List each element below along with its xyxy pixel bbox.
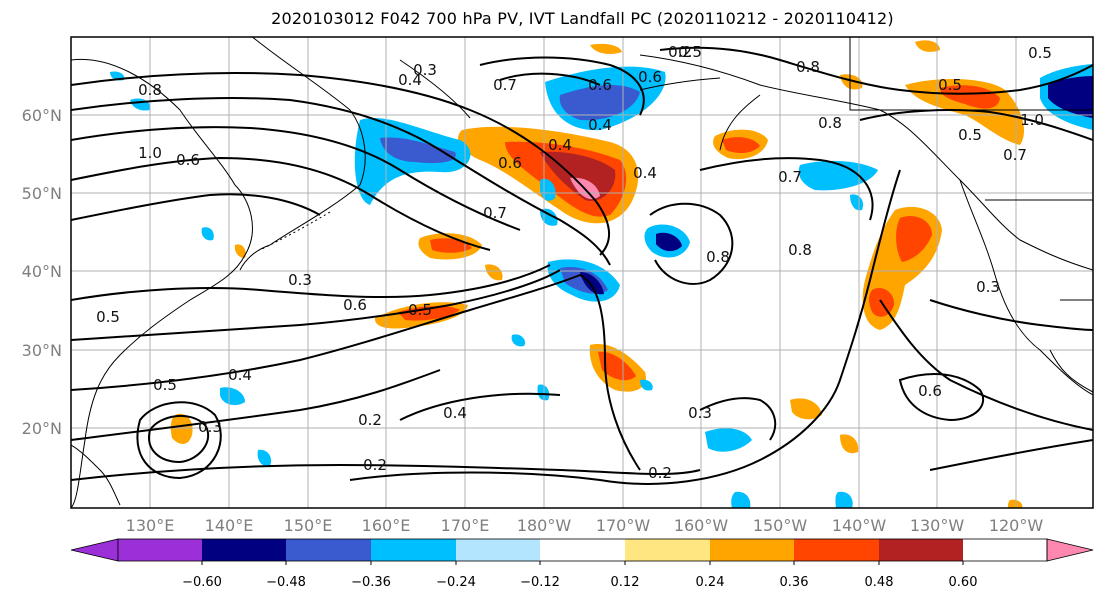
contour-label: 1.0	[1020, 111, 1044, 129]
contour-label: 0.8	[818, 114, 842, 132]
lon-label: 160°W	[674, 516, 729, 535]
colorbar-tick-label: −0.48	[266, 575, 306, 590]
map-title: 2020103012 F042 700 hPa PV, IVT Landfall…	[271, 9, 894, 28]
lon-label: 130°E	[126, 516, 175, 535]
contour-label: 0.6	[498, 154, 522, 172]
contour-label: 0.8	[788, 241, 812, 259]
contour-label: 0.4	[588, 116, 612, 134]
contour-label: 0.5	[96, 308, 120, 326]
lon-label: 180°W	[517, 516, 572, 535]
lon-label: 150°W	[753, 516, 808, 535]
colorbar-segment	[118, 539, 202, 561]
contour-labels: 0.30.40.50.60.70.81.00.2 0.50.60.80.70.40…	[96, 43, 1052, 482]
colorbar-segment	[371, 539, 456, 561]
colorbar-segment	[456, 539, 540, 561]
contour-label: 0.4	[548, 136, 572, 154]
contour-label: 0.5	[678, 43, 702, 61]
lat-label: 50°N	[22, 184, 62, 203]
colorbar-tick-labels: −0.60 −0.48 −0.36 −0.24 −0.12 0.12 0.24 0.36 0.4…	[182, 561, 977, 590]
contour-label: 0.2	[648, 464, 672, 482]
pv-shading	[110, 40, 1093, 508]
colorbar-tick-label: −0.12	[520, 575, 560, 590]
lon-label: 170°W	[596, 516, 651, 535]
contour-label: 0.2	[363, 456, 387, 474]
contour-label: 0.6	[176, 151, 200, 169]
contour-label: 0.3	[288, 271, 312, 289]
colorbar-tick-label: 0.12	[611, 575, 640, 590]
contour-label: 0.6	[918, 382, 942, 400]
contour-label: 0.4	[633, 164, 657, 182]
colorbar-segment	[286, 539, 371, 561]
contour-label: 1.0	[138, 144, 162, 162]
contour-label: 0.5	[408, 301, 432, 319]
contour-label: 0.4	[398, 71, 422, 89]
colorbar-tick-label: 0.36	[780, 575, 809, 590]
colorbar-tick-label: 0.24	[696, 575, 725, 590]
longitude-labels: 130°E 140°E 150°E 160°E 170°E 180°W 170°W 160°W…	[126, 516, 1044, 535]
contour-label: 0.5	[153, 376, 177, 394]
lon-label: 120°W	[989, 516, 1044, 535]
contour-label: 0.7	[1003, 146, 1027, 164]
lon-label: 170°E	[441, 516, 490, 535]
latitude-labels: 60°N 50°N 40°N 30°N 20°N	[22, 106, 62, 438]
colorbar	[70, 538, 1094, 562]
lon-label: 140°W	[832, 516, 887, 535]
lon-label: 140°E	[205, 516, 254, 535]
colorbar-extend-max	[1046, 538, 1094, 562]
contour-label: 0.7	[493, 76, 517, 94]
colorbar-segment	[794, 539, 879, 561]
colorbar-extend-min	[70, 538, 119, 562]
colorbar-segment	[710, 539, 794, 561]
lon-label: 150°E	[284, 516, 333, 535]
colorbar-segment	[625, 539, 710, 561]
contour-label: 0.5	[1028, 44, 1052, 62]
lat-label: 20°N	[22, 419, 62, 438]
lat-label: 30°N	[22, 341, 62, 360]
contour-label: 0.2	[668, 43, 692, 61]
contour-label: 0.5	[958, 126, 982, 144]
lon-label: 130°W	[910, 516, 965, 535]
contour-label: 0.3	[198, 418, 222, 436]
pv-contours	[71, 46, 1093, 485]
colorbar-segment	[879, 539, 963, 561]
contour-label: 0.5	[938, 76, 962, 94]
contour-label: 0.8	[706, 248, 730, 266]
contour-label: 0.3	[413, 61, 437, 79]
contour-label: 0.3	[976, 278, 1000, 296]
contour-label: 0.6	[343, 296, 367, 314]
contour-label: 0.8	[138, 81, 162, 99]
contour-label: 0.4	[228, 366, 252, 384]
contour-label: 0.8	[796, 58, 820, 76]
colorbar-tick-label: 0.48	[865, 575, 894, 590]
plot-frame	[70, 36, 1094, 509]
lon-label: 160°E	[362, 516, 411, 535]
colorbar-tick-label: 0.60	[949, 575, 978, 590]
lat-label: 40°N	[22, 262, 62, 281]
contour-label: 0.4	[443, 404, 467, 422]
colorbar-segment	[202, 539, 286, 561]
colorbar-tick-label: −0.24	[436, 575, 476, 590]
colorbar-segment	[540, 539, 625, 561]
colorbar-tick-label: −0.36	[351, 575, 391, 590]
map-gridlines	[71, 37, 1093, 508]
coastlines	[71, 37, 1093, 508]
contour-label: 0.2	[358, 411, 382, 429]
contour-label: 0.7	[778, 168, 802, 186]
contour-label: 0.3	[688, 404, 712, 422]
contour-label: 0.6	[588, 76, 612, 94]
contour-label: 0.6	[638, 68, 662, 86]
contour-label: 0.7	[483, 204, 507, 222]
colorbar-tick-label: −0.60	[182, 575, 222, 590]
lat-label: 60°N	[22, 106, 62, 125]
